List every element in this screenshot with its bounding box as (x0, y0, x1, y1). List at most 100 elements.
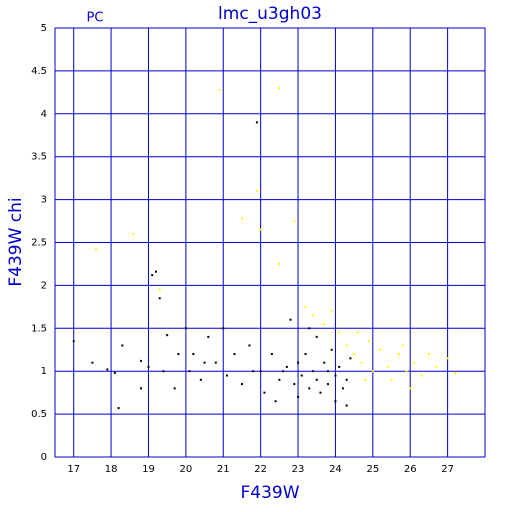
y-tick-label: 3 (41, 195, 47, 206)
point (308, 327, 311, 330)
y-tick-label: 3.5 (31, 152, 47, 163)
point (240, 383, 243, 386)
point (226, 374, 228, 377)
point (263, 391, 266, 394)
point (330, 348, 333, 351)
point (319, 391, 322, 394)
y-tick-label: 0 (41, 452, 47, 463)
point (177, 353, 180, 356)
point (255, 121, 258, 124)
point (278, 378, 281, 381)
point (151, 274, 154, 277)
point (121, 344, 124, 347)
point (240, 217, 243, 220)
point (91, 361, 94, 364)
point (147, 365, 150, 368)
x-tick-label: 25 (366, 464, 379, 475)
point (233, 353, 236, 356)
chart-title: lmc_u3gh03 (218, 4, 322, 24)
plot-frame (54, 27, 486, 458)
point (140, 359, 142, 362)
x-tick-label: 26 (404, 464, 417, 475)
point (398, 353, 400, 356)
point (323, 361, 326, 364)
point (173, 387, 176, 390)
point (405, 370, 408, 373)
point (113, 371, 116, 374)
point (140, 387, 142, 390)
point (412, 361, 415, 364)
point (222, 327, 225, 330)
point (285, 365, 288, 368)
point (326, 383, 329, 386)
point (297, 395, 300, 398)
point (435, 365, 438, 368)
point (371, 370, 374, 373)
point (386, 365, 389, 368)
point (353, 353, 356, 356)
x-tick-label: 23 (292, 464, 305, 475)
y-tick-label: 5 (41, 23, 47, 34)
point (158, 297, 161, 300)
point (252, 370, 255, 373)
point (420, 374, 423, 377)
x-tick-label: 17 (67, 464, 80, 475)
point (192, 353, 195, 356)
point (300, 374, 303, 377)
point (72, 340, 75, 343)
point (446, 357, 449, 360)
point (304, 305, 307, 308)
point (207, 335, 210, 338)
point (379, 348, 382, 351)
point (368, 340, 371, 343)
x-tick-label: 22 (254, 464, 267, 475)
point (345, 344, 348, 347)
point (293, 220, 296, 223)
point (315, 378, 318, 381)
x-tick-label: 20 (180, 464, 193, 475)
point (315, 335, 318, 338)
point (270, 353, 273, 356)
point (312, 314, 314, 317)
point (203, 361, 206, 364)
point (338, 365, 341, 368)
point (199, 378, 202, 381)
point (360, 361, 363, 364)
point (278, 87, 281, 90)
x-axis-label: F439W (240, 483, 299, 503)
x-tick-label: 19 (142, 464, 155, 475)
point (297, 361, 300, 364)
point (214, 361, 217, 364)
y-axis-label: F439W chi (6, 197, 26, 286)
point (162, 370, 165, 373)
point (338, 331, 341, 334)
y-tick-label: 1.5 (31, 323, 47, 334)
point (356, 331, 359, 334)
point (312, 370, 314, 373)
point (334, 374, 337, 377)
point (293, 383, 296, 386)
point (259, 228, 262, 231)
x-tick-label: 27 (441, 464, 454, 475)
point (95, 248, 98, 251)
point (289, 318, 292, 321)
point (330, 310, 333, 313)
subtitle: PC (87, 11, 104, 26)
point (427, 353, 430, 356)
point (184, 327, 187, 330)
point (106, 368, 109, 371)
point (274, 400, 277, 403)
point (154, 270, 157, 273)
point (117, 407, 120, 410)
point (282, 370, 285, 373)
point (409, 387, 412, 390)
y-tick-label: 2 (41, 280, 47, 291)
point (132, 232, 135, 235)
point (364, 378, 367, 381)
point (278, 262, 281, 265)
x-tick-label: 24 (329, 464, 342, 475)
point (323, 323, 326, 326)
y-tick-label: 0.5 (31, 409, 47, 420)
point (259, 370, 262, 373)
